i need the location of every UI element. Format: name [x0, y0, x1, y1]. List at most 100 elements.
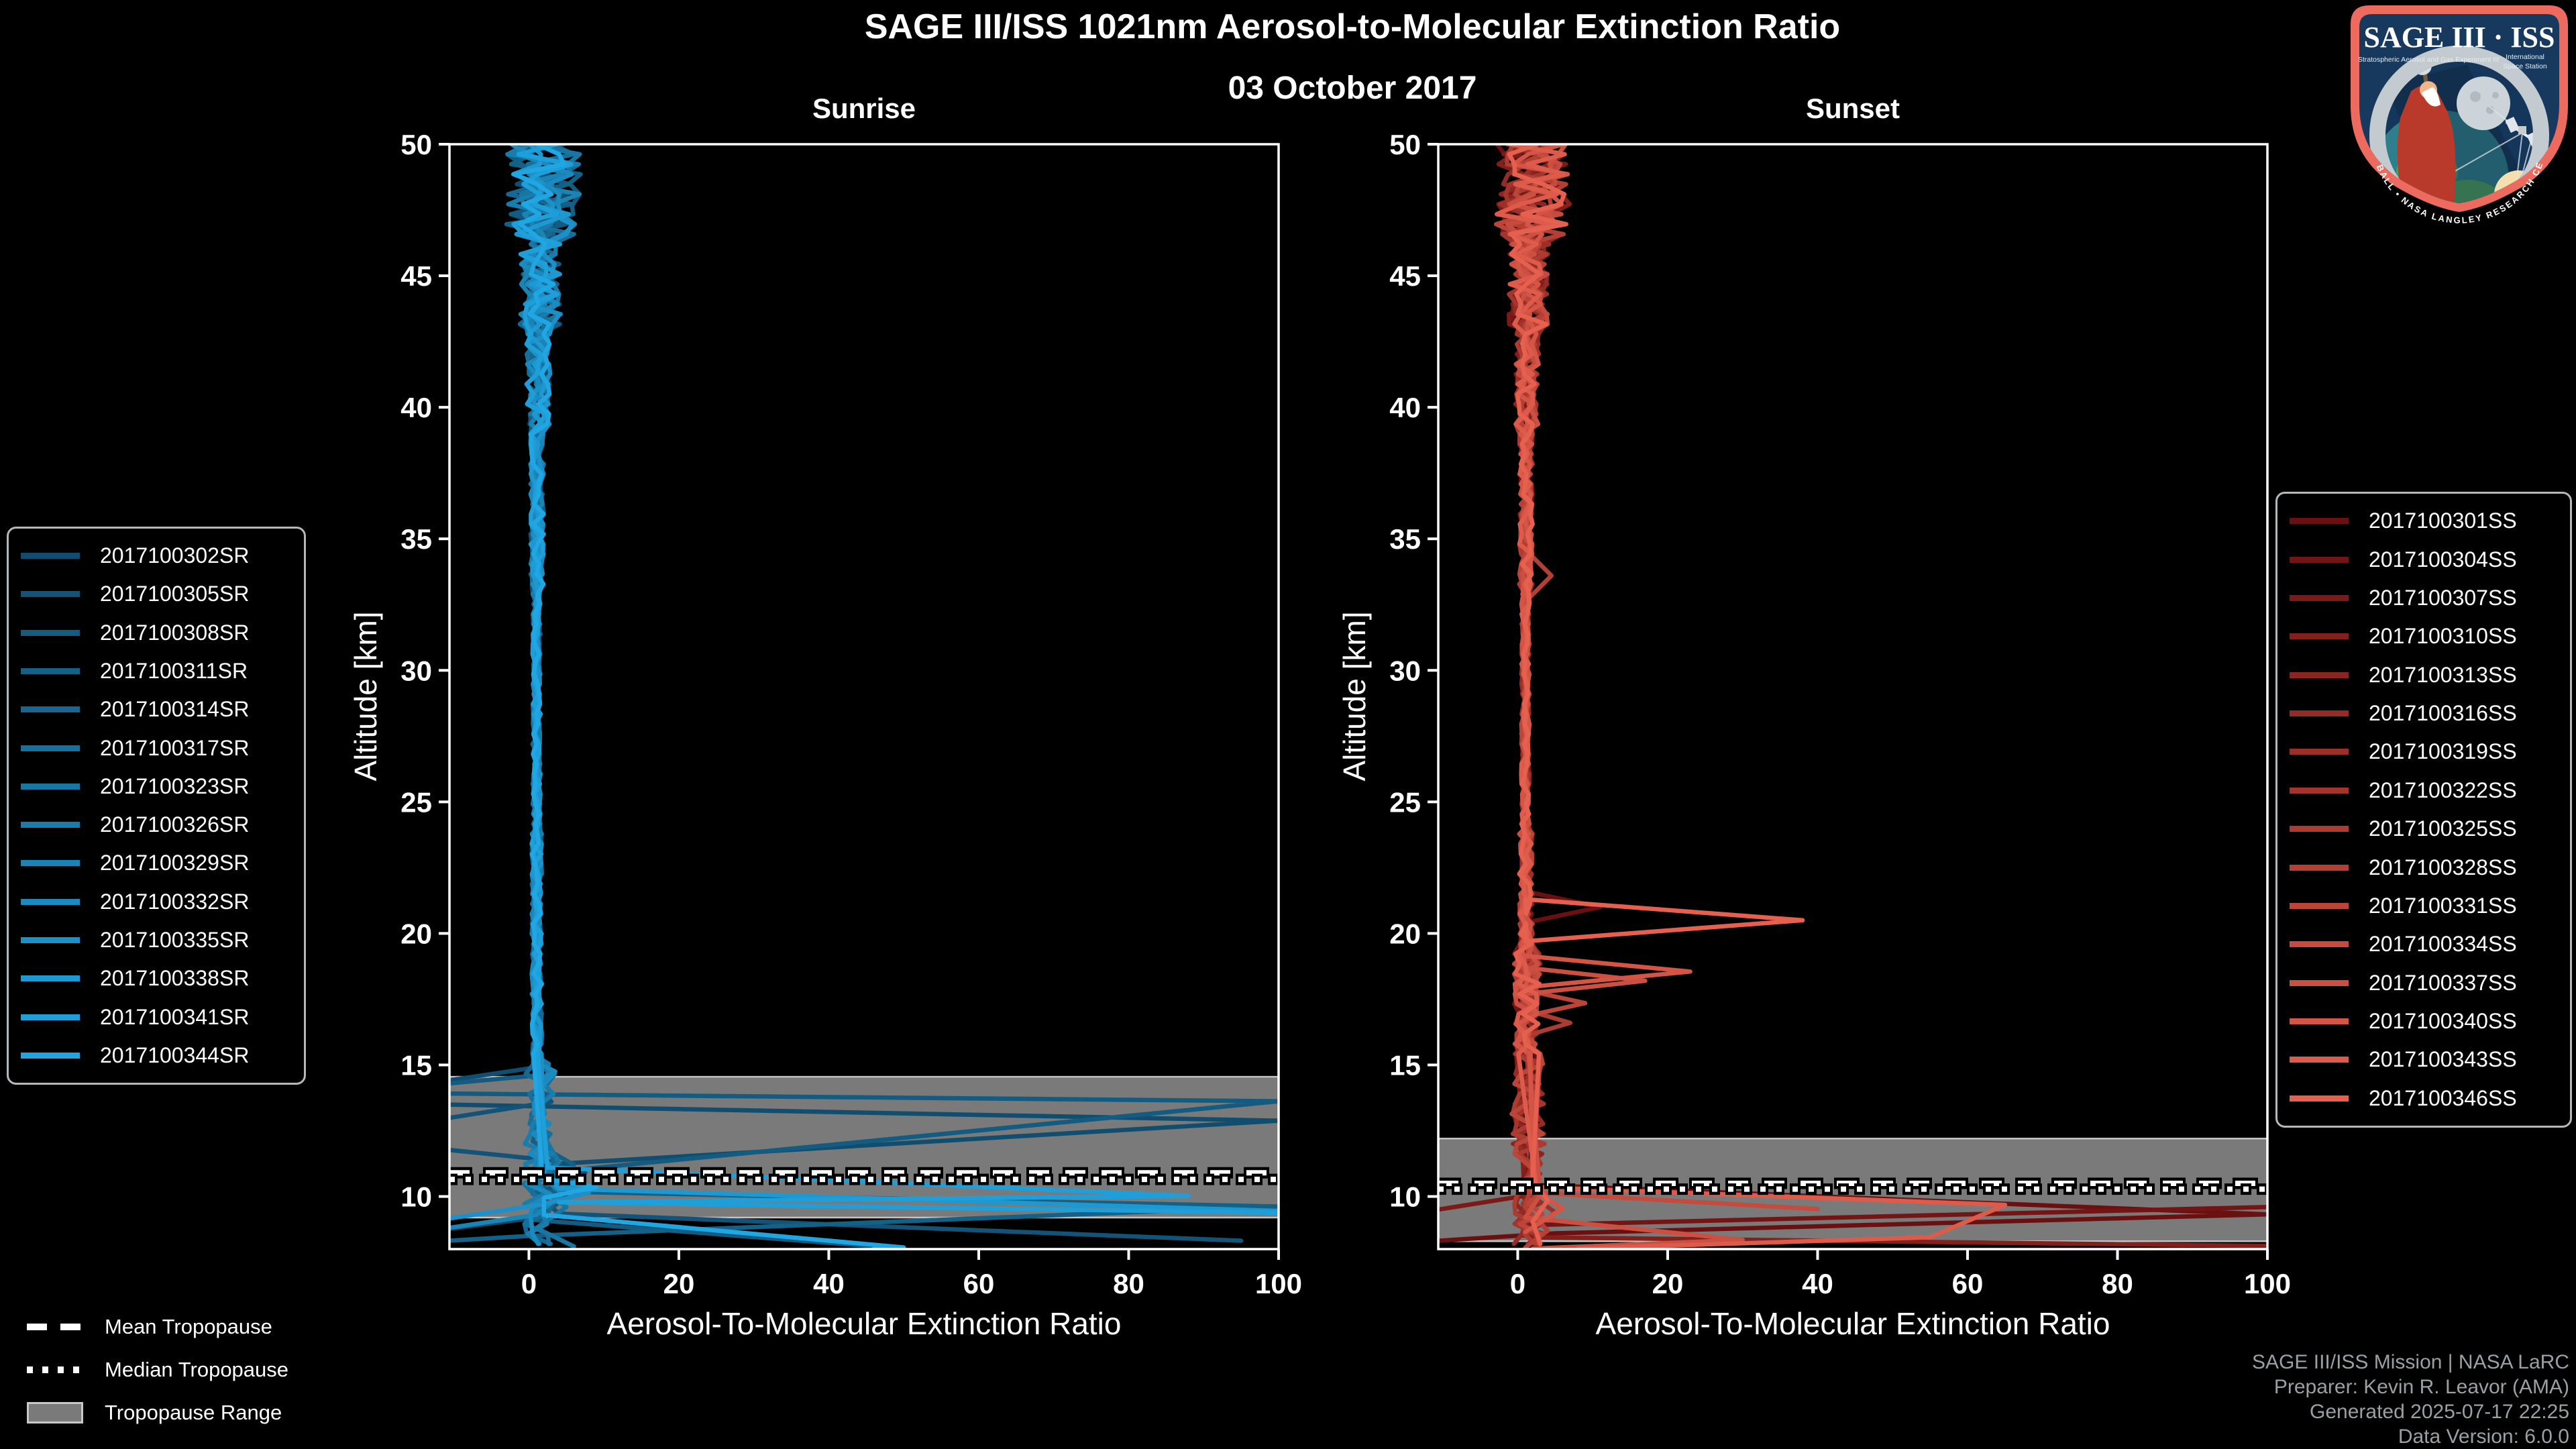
legend-line-swatch — [2290, 979, 2349, 986]
legend-event-id: 2017100308SR — [100, 620, 250, 645]
sunset-legend: 2017100301SS 2017100304SS 2017100307SS 2017… — [2275, 492, 2572, 1128]
profile-line — [511, 144, 1279, 1214]
legend-item: 2017100326SR — [21, 812, 304, 837]
legend-event-id: 2017100325SS — [2369, 816, 2517, 841]
legend-event-id: 2017100341SR — [100, 1004, 250, 1029]
profile-line — [511, 144, 1279, 1216]
legend-event-id: 2017100310SS — [2369, 624, 2517, 649]
legend-line-swatch — [21, 591, 80, 598]
attribution-data-version: Data Version: 6.0.0 — [2398, 1426, 2569, 1448]
mean-tropopause-legend-item: Mean Tropopause — [27, 1313, 288, 1340]
x-tick-label: 60 — [963, 1268, 995, 1299]
panel-title-sunrise: Sunrise — [812, 93, 916, 124]
legend-event-id: 2017100328SS — [2369, 855, 2517, 879]
y-tick-label: 35 — [400, 523, 432, 555]
legend-line-swatch — [21, 706, 80, 713]
legend-item: 2017100344SR — [21, 1043, 304, 1068]
sunrise-x-axis-label: Aerosol-To-Molecular Extinction Ratio — [606, 1306, 1122, 1341]
legend-event-id: 2017100307SS — [2369, 585, 2517, 610]
legend-event-id: 2017100316SS — [2369, 701, 2517, 726]
y-tick-label: 35 — [1389, 523, 1421, 555]
legend-event-id: 2017100305SR — [100, 582, 250, 606]
y-tick-label: 10 — [1389, 1181, 1421, 1213]
sunset-plot: 0 20 40 60 80 100 10 15 20 25 30 35 40 45 50 — [1389, 129, 2291, 1299]
profile-line — [1507, 144, 1805, 1246]
legend-line-swatch — [21, 745, 80, 751]
legend-item: 2017100337SS — [2290, 971, 2570, 996]
legend-item: 2017100322SS — [2290, 778, 2570, 803]
sunset-y-axis-label: Altitude [km] — [1337, 611, 1372, 782]
legend-event-id: 2017100319SS — [2369, 739, 2517, 764]
legend-item: 2017100335SR — [21, 928, 304, 953]
y-tick-label: 40 — [400, 392, 432, 423]
legend-event-id: 2017100334SS — [2369, 932, 2517, 957]
tropopause-range-legend-item: Tropopause Range — [27, 1399, 288, 1426]
legend-line-swatch — [2290, 710, 2349, 717]
legend-event-id: 2017100326SR — [100, 812, 250, 837]
profile-line — [1505, 144, 1820, 1212]
legend-line-swatch — [21, 860, 80, 867]
logo-moon — [2457, 76, 2510, 130]
legend-event-id: 2017100344SR — [100, 1042, 250, 1067]
dotted-line-swatch — [27, 1366, 83, 1373]
y-tick-label: 20 — [1389, 918, 1421, 949]
legend-item: 2017100302SR — [21, 543, 304, 568]
legend-line-swatch — [21, 822, 80, 828]
legend-line-swatch — [21, 1052, 80, 1059]
legend-event-id: 2017100343SS — [2369, 1047, 2517, 1072]
legend-event-id: 2017100340SS — [2369, 1009, 2517, 1034]
legend-event-id: 2017100313SS — [2369, 662, 2517, 687]
x-tick-label: 80 — [1113, 1268, 1144, 1299]
legend-event-id: 2017100337SS — [2369, 970, 2517, 995]
profile-line — [1499, 144, 2267, 1228]
legend-item: 2017100317SR — [21, 736, 304, 761]
legend-event-id: 2017100301SS — [2369, 508, 2517, 533]
tropopause-range-label: Tropopause Range — [105, 1401, 282, 1424]
legend-line-swatch — [2290, 672, 2349, 678]
legend-line-swatch — [2290, 1095, 2349, 1102]
median-tropopause-label: Median Tropopause — [105, 1358, 289, 1381]
legend-line-swatch — [21, 898, 80, 905]
legend-event-id: 2017100322SS — [2369, 777, 2517, 802]
legend-event-id: 2017100329SR — [100, 851, 250, 875]
sunrise-plot: 0 20 40 60 80 100 10 15 20 25 30 35 40 45 50 — [400, 129, 1302, 1299]
legend-item: 2017100343SS — [2290, 1047, 2570, 1072]
logo-iss — [2505, 116, 2533, 148]
legend-item: 2017100331SS — [2290, 894, 2570, 918]
legend-item: 2017100328SS — [2290, 855, 2570, 880]
legend-item: 2017100341SR — [21, 1005, 304, 1030]
y-tick-label: 30 — [400, 655, 432, 686]
legend-item: 2017100338SR — [21, 966, 304, 991]
y-tick-label: 10 — [400, 1181, 432, 1213]
profile-line — [1494, 144, 2008, 1249]
y-tick-label: 50 — [400, 129, 432, 160]
legend-event-id: 2017100302SR — [100, 543, 250, 568]
profile-line — [1496, 144, 2267, 1248]
legend-event-id: 2017100314SR — [100, 697, 250, 722]
plot-spines — [1437, 143, 2269, 1250]
legend-event-id: 2017100346SS — [2369, 1085, 2517, 1110]
sunrise-legend: 2017100302SR 2017100305SR 2017100308SR 2017… — [7, 527, 306, 1085]
median-tropopause-legend-item: Median Tropopause — [27, 1356, 288, 1383]
legend-item: 2017100304SS — [2290, 547, 2570, 572]
logo-moon-crater — [2470, 91, 2481, 102]
legend-item: 2017100310SS — [2290, 624, 2570, 649]
legend-line-swatch — [2290, 826, 2349, 833]
legend-item: 2017100305SR — [21, 582, 304, 606]
x-tick-label: 20 — [1652, 1268, 1684, 1299]
legend-item: 2017100313SS — [2290, 663, 2570, 688]
legend-line-swatch — [2290, 787, 2349, 794]
legend-line-swatch — [21, 667, 80, 674]
attribution-mission: SAGE III/ISS Mission | NASA LaRC — [2252, 1351, 2569, 1373]
y-tick-label: 20 — [400, 918, 432, 949]
mean-tropopause-label: Mean Tropopause — [105, 1315, 272, 1338]
legend-item: 2017100323SR — [21, 774, 304, 799]
legend-line-swatch — [2290, 1018, 2349, 1025]
legend-event-id: 2017100331SS — [2369, 893, 2517, 918]
x-tick-label: 100 — [1255, 1268, 1302, 1299]
profile-line — [512, 144, 906, 1249]
logo-subtitle-right: International — [2506, 53, 2544, 61]
legend-item: 2017100316SS — [2290, 701, 2570, 726]
legend-item: 2017100308SR — [21, 621, 304, 645]
legend-line-swatch — [2290, 941, 2349, 948]
